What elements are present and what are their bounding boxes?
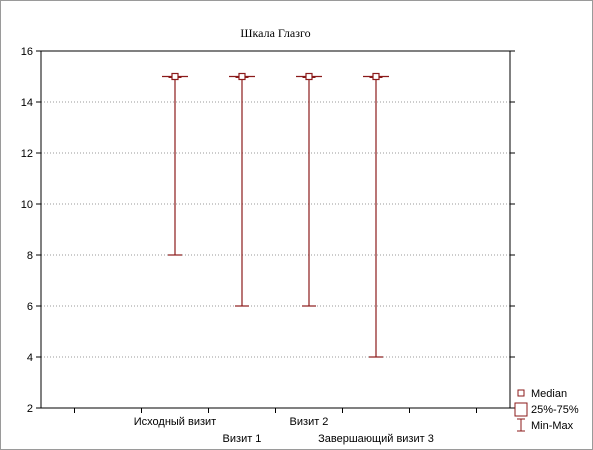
legend-median-swatch xyxy=(517,389,525,397)
x-tick-label: Визит 1 xyxy=(223,433,262,445)
y-axis: 2 4 6 8 10 12 14 16 xyxy=(21,46,515,415)
y-tick-label: 2 xyxy=(27,403,33,415)
legend-minmax-label: Min-Max xyxy=(531,420,574,432)
x-tick-label: Исходный визит xyxy=(134,416,216,428)
median-marker xyxy=(238,72,246,81)
legend: Median 25%-75% Min-Max xyxy=(514,388,579,432)
y-tick-label: 16 xyxy=(21,46,33,58)
x-axis: Исходный визит Визит 1 Визит 2 Завершающий … xyxy=(74,408,477,445)
y-tick-label: 6 xyxy=(27,301,33,313)
box-series xyxy=(162,72,389,358)
median-marker xyxy=(171,72,179,81)
legend-median-label: Median xyxy=(531,388,567,400)
y-tick-label: 10 xyxy=(21,199,33,211)
legend-iqr-label: 25%-75% xyxy=(531,404,579,416)
grid-lines xyxy=(41,101,510,358)
y-tick-label: 14 xyxy=(21,97,33,109)
legend-iqr-swatch xyxy=(514,402,528,417)
median-marker xyxy=(372,72,380,81)
y-tick-label: 8 xyxy=(27,250,33,262)
x-tick-label: Завершающий визит 3 xyxy=(318,433,434,445)
chart-title: Шкала Глазго xyxy=(240,26,310,40)
y-tick-label: 4 xyxy=(27,352,33,364)
plot-area xyxy=(40,50,511,409)
x-tick-label: Визит 2 xyxy=(290,416,329,428)
median-marker xyxy=(305,72,313,81)
y-tick-label: 12 xyxy=(21,148,33,160)
